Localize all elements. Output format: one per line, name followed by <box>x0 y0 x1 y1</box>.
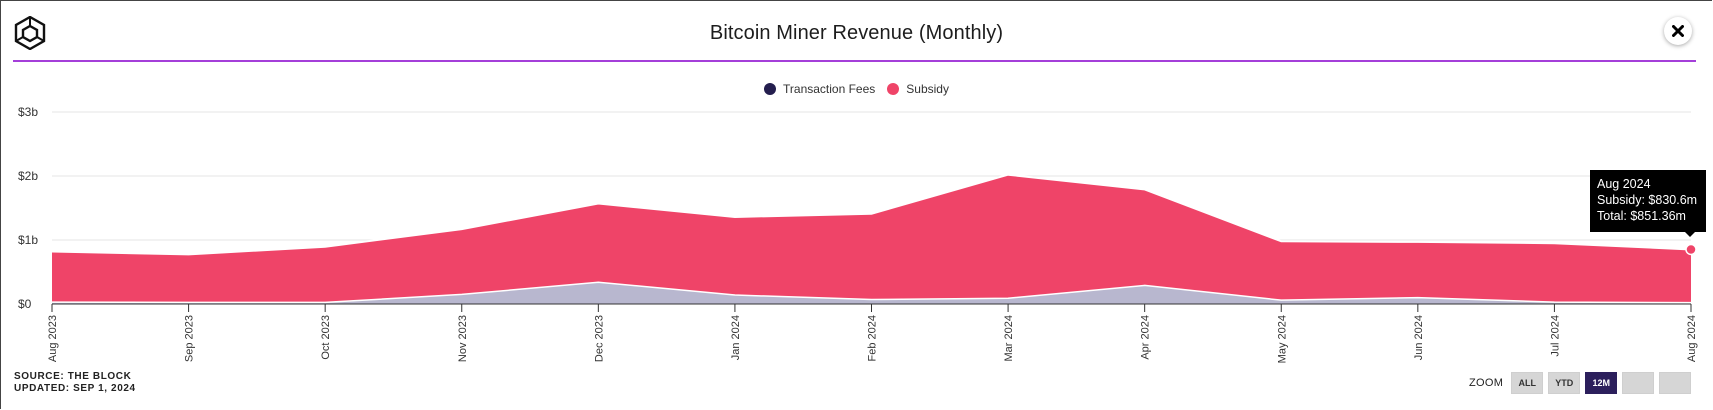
tooltip-date: Aug 2024 <box>1597 177 1651 191</box>
hover-point-marker <box>1685 243 1697 256</box>
tooltip-subsidy: Subsidy: $830.6m <box>1597 193 1698 207</box>
x-tick-label: Sep 2023 <box>184 315 196 362</box>
zoom-label: ZOOM <box>1469 377 1504 389</box>
chart-legend: Transaction Fees Subsidy <box>0 82 1713 96</box>
chart-title: Bitcoin Miner Revenue (Monthly) <box>709 22 1004 44</box>
x-tick-label: Feb 2024 <box>867 315 879 361</box>
zoom-blank-button-2[interactable] <box>1659 372 1692 394</box>
series-line-subsidy <box>51 173 1692 256</box>
y-tick-label: $0 <box>18 297 32 311</box>
tooltip-total: Total: $851.36m <box>1597 209 1686 223</box>
tooltip-pointer <box>1684 231 1696 237</box>
x-tick-label: Apr 2024 <box>1140 315 1152 360</box>
chart-plot: $0 $1b $2b $3b Aug 2023 Sep 2023 Oct 2023 Nov 2… <box>18 105 1698 363</box>
zoom-ytd-button[interactable]: YTD <box>1548 372 1581 394</box>
y-tick-label: $1b <box>18 233 38 247</box>
series-area-transaction-fees <box>52 282 1691 304</box>
chart-tooltip: Aug 2024 Subsidy: $830.6m Total: $851.36… <box>1590 170 1706 232</box>
x-tick-label: Jul 2024 <box>1549 315 1561 357</box>
x-tick-label: Oct 2023 <box>320 315 332 360</box>
chart-footer: SOURCE: THE BLOCK UPDATED: SEP 1, 2024 <box>14 371 136 395</box>
legend-swatch-subsidy <box>887 83 900 95</box>
x-tick-label: May 2024 <box>1276 315 1288 363</box>
x-tick-label: Jun 2024 <box>1413 315 1425 360</box>
close-icon <box>1672 25 1684 37</box>
y-tick-label: $2b <box>18 169 38 183</box>
close-button[interactable] <box>1664 17 1692 45</box>
zoom-12m-button[interactable]: 12M <box>1585 372 1618 394</box>
x-tick-label: Aug 2023 <box>47 315 59 362</box>
zoom-all-button[interactable]: ALL <box>1511 372 1544 394</box>
legend-item-transaction-fees[interactable]: Transaction Fees <box>764 82 875 96</box>
legend-label-subsidy: Subsidy <box>906 82 949 96</box>
title-rule <box>13 60 1696 62</box>
legend-swatch-transaction-fees <box>764 83 777 95</box>
x-tick-label: Mar 2024 <box>1003 315 1015 361</box>
zoom-controls: ZOOM ALL YTD 12M <box>1469 372 1692 394</box>
zoom-blank-button-1[interactable] <box>1622 372 1655 394</box>
series-line-transaction-fees <box>51 281 1692 304</box>
x-tick-label: Nov 2023 <box>457 315 469 362</box>
y-tick-label: $3b <box>18 105 38 119</box>
x-tick-label: Aug 2024 <box>1686 315 1698 362</box>
the-block-logo-icon <box>14 16 46 50</box>
updated-text: UPDATED: SEP 1, 2024 <box>14 383 136 394</box>
legend-label-transaction-fees: Transaction Fees <box>783 82 876 96</box>
source-text: SOURCE: THE BLOCK <box>14 371 132 382</box>
x-tick-label: Jan 2024 <box>730 315 742 360</box>
x-tick-label: Dec 2023 <box>593 315 605 362</box>
legend-item-subsidy[interactable]: Subsidy <box>887 82 949 96</box>
series-area-subsidy <box>52 174 1691 304</box>
